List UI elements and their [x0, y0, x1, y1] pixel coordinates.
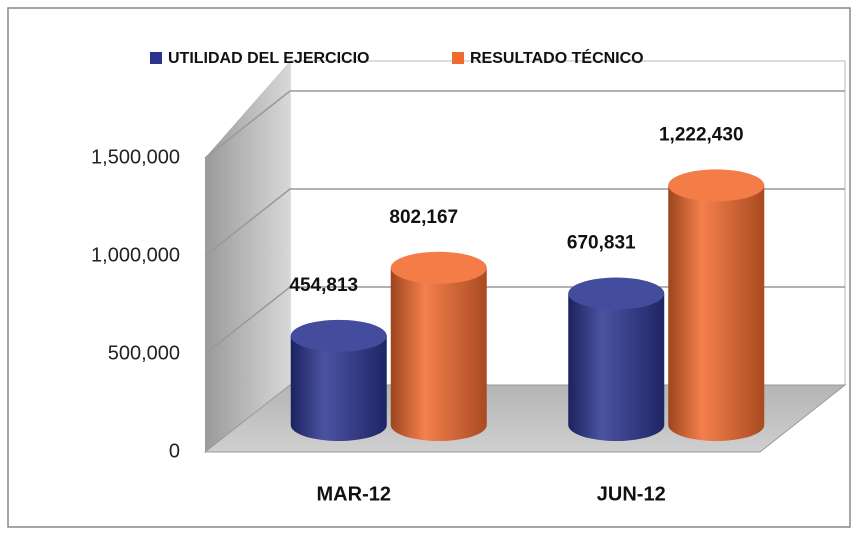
value-label: 670,831 — [567, 233, 636, 254]
legend-swatch — [150, 52, 162, 64]
y-tick-label: 0 — [169, 440, 180, 462]
y-tick-label: 1,500,000 — [91, 146, 180, 168]
bar-top — [390, 251, 487, 284]
bar-top — [290, 319, 387, 352]
bar — [290, 335, 387, 441]
bar — [568, 293, 665, 441]
value-label: 802,167 — [389, 207, 458, 228]
grid-line — [204, 188, 845, 257]
y-tick-label: 500,000 — [108, 342, 180, 364]
x-tick-label: MAR-12 — [317, 483, 391, 505]
side-wall — [205, 61, 290, 452]
legend-label: UTILIDAD DEL EJERCICIO — [168, 50, 370, 67]
grid-line — [204, 90, 845, 159]
value-label: 454,813 — [289, 275, 358, 296]
value-label: 1,222,430 — [659, 124, 744, 145]
bar-top — [668, 169, 765, 202]
bar — [668, 185, 765, 441]
x-tick-label: JUN-12 — [597, 483, 666, 505]
legend-swatch — [452, 52, 464, 64]
legend-label: RESULTADO TÉCNICO — [470, 48, 644, 67]
y-tick-label: 1,000,000 — [91, 244, 180, 266]
bar — [390, 267, 487, 441]
bar-top — [568, 277, 665, 310]
